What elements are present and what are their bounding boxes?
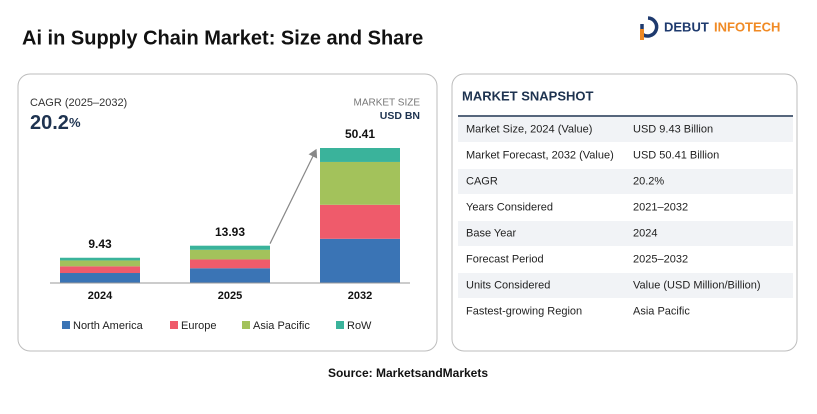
table-row-bg	[458, 273, 793, 298]
table-value: 2021–2032	[633, 201, 688, 213]
page-title: Ai in Supply Chain Market: Size and Shar…	[22, 27, 423, 49]
table-value: USD 9.43 Billion	[633, 123, 713, 135]
table-key: Market Forecast, 2032 (Value)	[466, 149, 614, 161]
cagr-label: CAGR (2025–2032)	[30, 97, 127, 109]
legend-swatch	[242, 321, 250, 329]
brand-first: DEBUT	[664, 19, 709, 34]
table-key: Base Year	[466, 227, 516, 239]
bar-segment	[320, 161, 400, 205]
total-label: 50.41	[345, 127, 375, 141]
table-key: CAGR	[466, 175, 498, 187]
table-key: Units Considered	[466, 279, 550, 291]
legend-label: RoW	[347, 320, 372, 332]
legend-swatch	[336, 321, 344, 329]
bar-segment	[320, 148, 400, 162]
table-value: Asia Pacific	[633, 305, 690, 317]
unit: USD BN	[380, 110, 420, 122]
bar-segment	[320, 238, 400, 283]
table-key: Fastest-growing Region	[466, 305, 582, 317]
table-value: Value (USD Million/Billion)	[633, 279, 761, 291]
bar-segment	[60, 266, 140, 274]
legend-label: Asia Pacific	[253, 320, 310, 332]
total-label: 9.43	[88, 237, 112, 251]
brand-logo	[640, 16, 659, 40]
bar-segment	[320, 204, 400, 239]
legend-swatch	[62, 321, 70, 329]
bar-segment	[60, 257, 140, 261]
total-label: 13.93	[215, 225, 245, 239]
cagr-value: 20.2%	[30, 112, 81, 134]
table-value: 2024	[633, 227, 657, 239]
table-row-bg	[458, 169, 793, 194]
x-tick-label: 2024	[88, 290, 113, 302]
table-value: 20.2%	[633, 175, 664, 187]
legend-label: Europe	[181, 320, 216, 332]
table-value: 2025–2032	[633, 253, 688, 265]
bar-segment	[190, 268, 270, 283]
cagr-number: 20.2	[30, 112, 69, 134]
unit-title: MARKET SIZE	[354, 98, 421, 109]
legend-swatch	[170, 321, 178, 329]
growth-arrow	[269, 148, 318, 244]
source: Source: MarketsandMarkets	[328, 366, 488, 380]
table-key: Forecast Period	[466, 253, 544, 265]
table-row-bg	[458, 221, 793, 246]
bar-segment	[60, 273, 140, 283]
x-tick-label: 2032	[348, 290, 372, 302]
table-row-bg	[458, 117, 793, 142]
bar-segment	[190, 245, 270, 250]
table-key: Market Size, 2024 (Value)	[466, 123, 592, 135]
table-key: Years Considered	[466, 201, 553, 213]
cagr-unit: %	[69, 115, 81, 130]
x-tick-label: 2025	[218, 290, 242, 302]
bar-segment	[60, 260, 140, 267]
legend-label: North America	[73, 320, 144, 332]
table-value: USD 50.41 Billion	[633, 149, 719, 161]
bar-segment	[190, 249, 270, 260]
bar-segment	[190, 259, 270, 269]
brand-second: INFOTECH	[714, 19, 780, 34]
table-title: MARKET SNAPSHOT	[462, 88, 594, 103]
